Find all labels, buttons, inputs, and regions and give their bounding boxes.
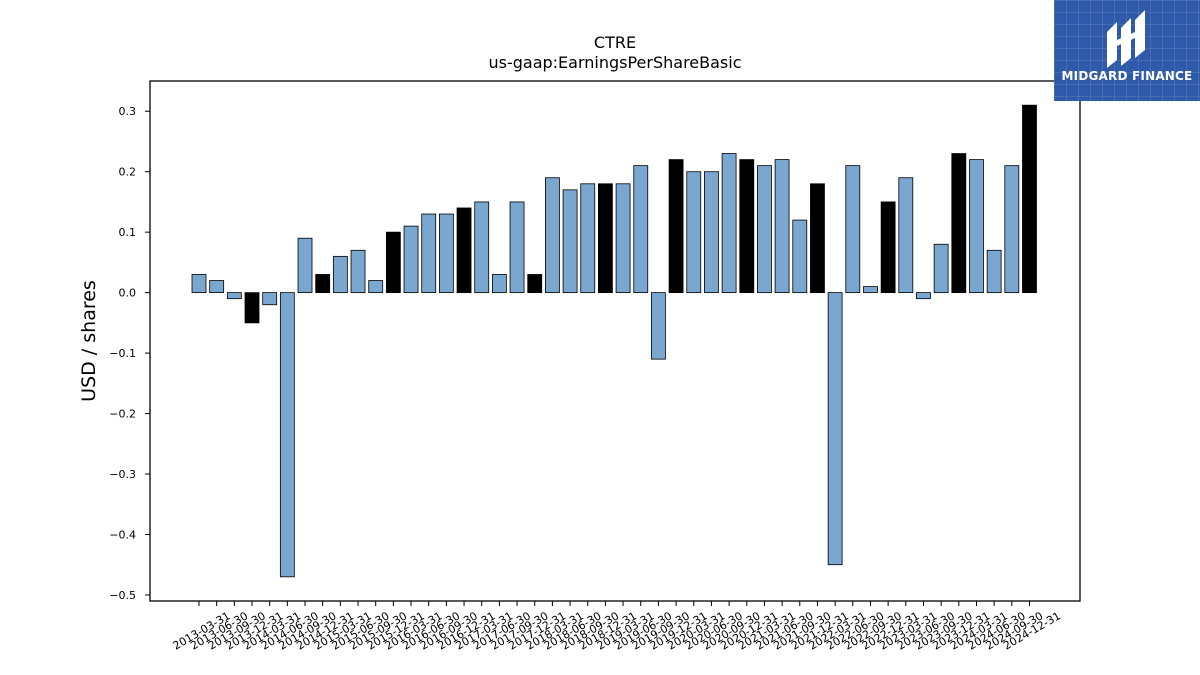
bar-2017-06-30	[491, 274, 507, 294]
y-axis: 0.3 0.2 0.1 0.0 −0.1 −0.2 −0.3 −0.4 −0.5	[109, 105, 150, 602]
bar-2014-09-30	[297, 237, 313, 294]
bar-2014-12-31	[315, 274, 331, 294]
bar-2024-06-30	[986, 249, 1002, 294]
logo-text: MIDGARD FINANCE	[1061, 69, 1193, 83]
bar-2018-06-30	[562, 189, 578, 294]
bar-2013-09-30	[226, 292, 242, 300]
bar-2021-09-30	[792, 219, 808, 294]
y-tick-label: −0.2	[109, 408, 136, 421]
chart-subtitle: us-gaap:EarningsPerShareBasic	[488, 53, 742, 72]
bar-2015-12-31	[385, 231, 401, 294]
y-tick-label: 0.3	[119, 105, 137, 118]
bar-2016-12-31	[456, 207, 472, 294]
y-tick-label: −0.3	[109, 468, 136, 481]
bar-2014-06-30	[279, 292, 295, 578]
bars-group	[191, 104, 1037, 578]
bar-2020-09-30	[721, 153, 737, 294]
bar-2021-03-31	[757, 165, 772, 294]
y-tick-label: −0.5	[109, 589, 136, 602]
y-tick-label: −0.1	[109, 347, 136, 360]
bar-2019-12-31	[668, 159, 684, 294]
bar-2020-06-30	[704, 171, 719, 294]
bar-2017-03-31	[474, 201, 490, 294]
bar-2013-12-31	[244, 292, 260, 324]
plot-frame	[149, 80, 1081, 602]
bar-2022-06-30	[845, 165, 861, 294]
bar-2021-06-30	[774, 159, 790, 294]
bar-2023-09-30	[933, 243, 949, 294]
bar-2024-09-30	[1004, 165, 1020, 294]
bar-2013-06-30	[209, 280, 225, 294]
y-axis-label: USD / shares	[78, 280, 100, 402]
bar-2022-09-30	[863, 286, 878, 294]
bar-2020-12-31	[739, 159, 755, 294]
y-tick-label: −0.4	[109, 528, 136, 541]
bar-2019-09-30	[651, 292, 666, 360]
bar-2022-03-31	[827, 292, 843, 566]
bar-2023-06-30	[916, 292, 931, 300]
bar-2014-03-31	[262, 292, 278, 306]
bar-2015-09-30	[368, 280, 384, 294]
bar-2015-03-31	[332, 255, 348, 294]
bar-2021-12-31	[810, 183, 825, 294]
bar-2018-12-31	[598, 183, 613, 294]
bar-2024-03-31	[969, 159, 984, 294]
bar-2018-09-30	[580, 183, 596, 294]
y-tick-label: 0.1	[119, 226, 137, 239]
bar-2016-06-30	[421, 213, 437, 294]
bar-2013-03-31	[191, 274, 207, 294]
bar-2017-12-31	[527, 274, 543, 294]
bar-2023-12-31	[951, 153, 967, 294]
brand-logo: MIDGARD FINANCE	[1054, 0, 1200, 101]
midgard-logo-icon	[1107, 10, 1145, 68]
x-axis: 2013-03-312013-06-302013-09-302013-12-31…	[171, 601, 1063, 653]
bar-2015-06-30	[350, 249, 366, 294]
bar-2018-03-31	[545, 177, 560, 294]
bar-2016-03-31	[403, 225, 419, 294]
chart-title: CTRE	[593, 33, 637, 52]
y-tick-label: 0.0	[119, 287, 137, 300]
bar-2019-06-30	[633, 165, 649, 294]
bar-2022-12-31	[880, 201, 896, 294]
bar-2024-12-31	[1022, 104, 1037, 294]
bar-2023-03-31	[898, 177, 914, 294]
bar-2020-03-31	[686, 171, 702, 294]
y-tick-label: 0.2	[119, 166, 137, 179]
bar-2017-09-30	[509, 201, 525, 294]
bar-2019-03-31	[615, 183, 631, 294]
bar-2016-09-30	[438, 213, 454, 294]
